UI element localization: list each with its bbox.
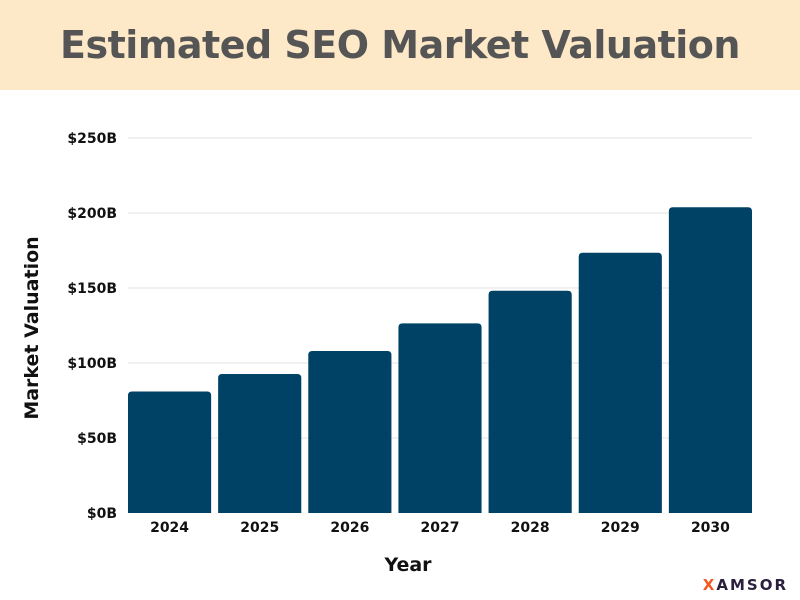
x-tick-label: 2028: [511, 520, 550, 536]
bar-2027: [398, 323, 482, 513]
bar-2025: [218, 373, 302, 513]
logo-text: AMSOR: [716, 576, 788, 594]
bar-2028: [488, 290, 572, 513]
bar-2026: [308, 351, 392, 513]
x-tick-label: 2026: [330, 520, 369, 536]
x-tick-label: 2029: [601, 520, 640, 536]
y-tick-label: $200B: [67, 206, 117, 222]
xamsor-logo: XAMSOR: [703, 576, 788, 594]
y-tick-label: $100B: [67, 356, 117, 372]
y-tick-label: $0B: [87, 506, 117, 522]
bar-2029: [578, 252, 662, 513]
y-tick-label: $150B: [67, 281, 117, 297]
x-axis-label: Year: [383, 554, 432, 576]
x-tick-label: 2024: [150, 520, 189, 536]
x-tick-label: 2025: [240, 520, 279, 536]
y-axis-label: Market Valuation: [21, 236, 43, 419]
x-tick-label: 2027: [421, 520, 460, 536]
y-tick-label: $50B: [77, 431, 117, 447]
bar-2024: [128, 391, 212, 513]
chart-title: Estimated SEO Market Valuation: [60, 23, 740, 67]
x-tick-label: 2030: [691, 520, 730, 536]
bar-2030: [668, 207, 752, 514]
y-tick-label: $250B: [67, 131, 117, 147]
logo-accent: X: [702, 576, 717, 594]
title-band: Estimated SEO Market Valuation: [0, 0, 800, 90]
